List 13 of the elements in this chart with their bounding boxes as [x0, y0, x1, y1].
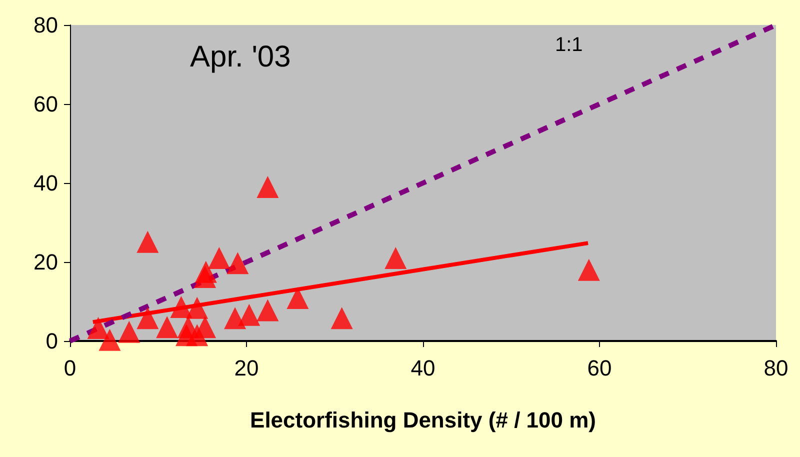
- y-tick-label: 60: [34, 92, 58, 116]
- y-tick-label: 80: [34, 12, 58, 38]
- x-tick-label: 80: [764, 356, 788, 380]
- x-tick-label: 20: [234, 356, 259, 380]
- y-tick-label: 40: [34, 170, 58, 196]
- x-tick-label: 60: [587, 356, 612, 380]
- x-tick-label: 40: [410, 356, 436, 380]
- annotation: Apr. '03: [190, 40, 291, 74]
- x-tick-label: 0: [64, 356, 76, 380]
- y-tick-label: 0: [46, 328, 58, 354]
- y-tick-label: 20: [34, 250, 58, 274]
- annotation: 1:1: [555, 34, 583, 56]
- x-axis-title: Electorfishing Density (# / 100 m): [250, 408, 596, 432]
